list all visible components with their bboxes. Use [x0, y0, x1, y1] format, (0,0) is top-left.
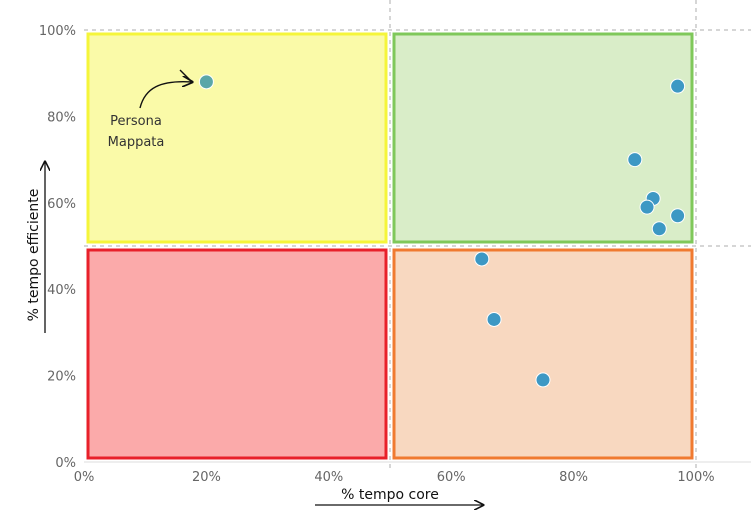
data-point: [670, 78, 686, 94]
y-axis-ticks: 0% 20% 40% 60% 80% 100%: [39, 24, 76, 471]
quadrant-bottom-right: [392, 248, 694, 460]
x-tick-label: 80%: [559, 470, 588, 485]
y-tick-label: 20%: [47, 370, 76, 385]
annotation-label-line1: Persona: [110, 114, 162, 129]
highlighted-data-point: [198, 74, 214, 90]
data-point: [670, 208, 686, 224]
annotation-arrow-tail: [179, 69, 193, 83]
x-tick-label: 0%: [74, 470, 95, 485]
x-tick-label: 60%: [437, 470, 466, 485]
x-tick-label: 20%: [192, 470, 221, 485]
y-tick-label: 60%: [47, 197, 76, 212]
quadrant-top-left: [86, 32, 388, 244]
x-tick-label: 40%: [314, 470, 343, 485]
quadrant-regions: [86, 32, 694, 460]
data-point: [627, 152, 643, 168]
y-axis-title: % tempo efficiente: [26, 189, 42, 322]
data-point: [474, 251, 490, 267]
x-axis-ticks: 0% 20% 40% 60% 80% 100%: [74, 470, 715, 485]
y-tick-label: 80%: [47, 110, 76, 125]
data-points: [198, 74, 686, 388]
y-tick-label: 100%: [39, 24, 76, 39]
x-axis-title: % tempo core: [341, 487, 439, 503]
reference-lines: [84, 0, 751, 472]
data-point: [651, 221, 667, 237]
data-point: [535, 372, 551, 388]
highlight-annotation: Persona Mappata: [108, 69, 193, 150]
data-point: [639, 199, 655, 215]
annotation-arrow: [139, 82, 192, 109]
annotation-label-line2: Mappata: [108, 135, 165, 150]
x-tick-label: 100%: [677, 470, 714, 485]
quadrant-bottom-left: [86, 248, 388, 460]
y-tick-label: 40%: [47, 283, 76, 298]
y-tick-label: 0%: [55, 456, 76, 471]
data-point: [486, 311, 502, 327]
